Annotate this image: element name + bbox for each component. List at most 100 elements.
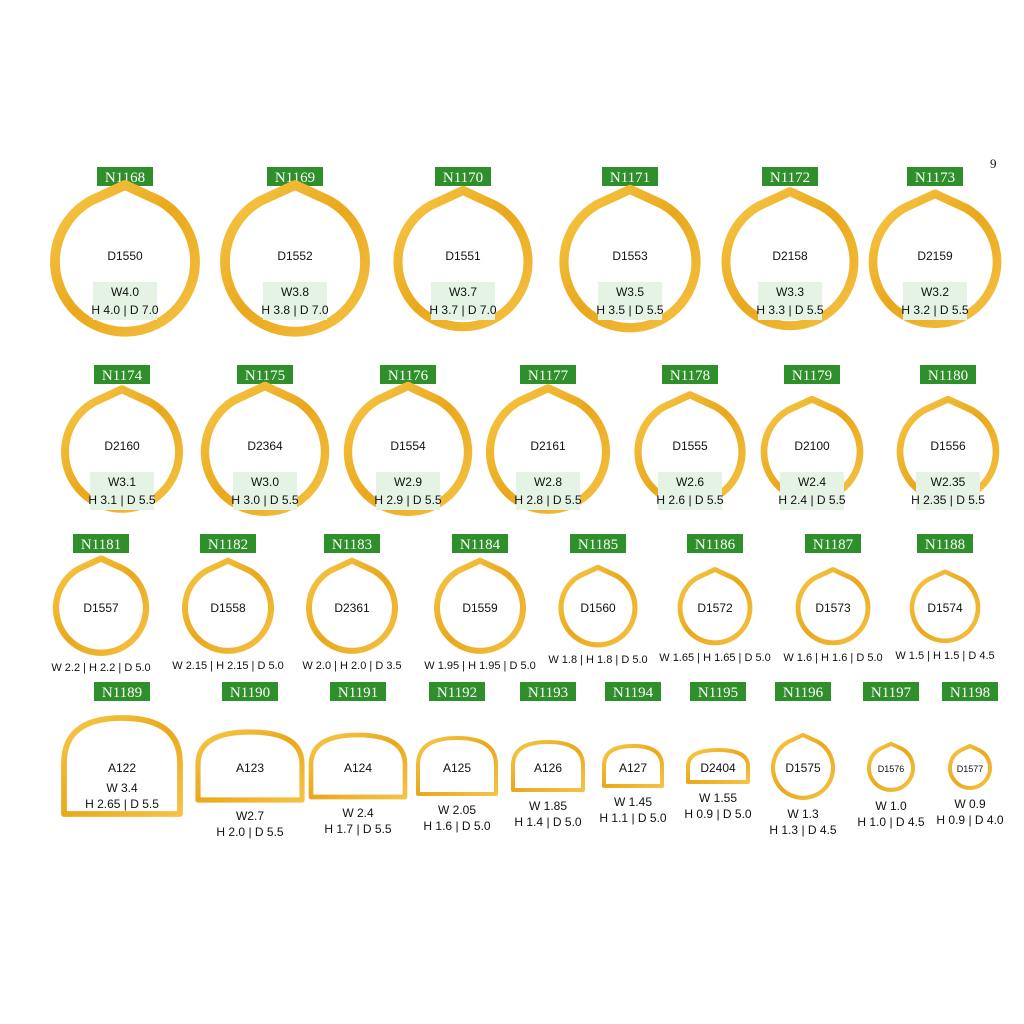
code-badge bbox=[94, 682, 150, 701]
ring bbox=[220, 180, 370, 337]
spec: W 2.0 | H 2.0 | D 3.5 bbox=[302, 660, 401, 672]
code-badge bbox=[602, 167, 658, 186]
code-badge bbox=[662, 365, 718, 384]
spec: H 3.7 | D 7.0 bbox=[429, 303, 496, 317]
item-code: N1182 bbox=[208, 537, 248, 553]
spec-box bbox=[758, 282, 822, 320]
ring bbox=[416, 736, 498, 796]
model: D1573 bbox=[815, 601, 851, 615]
item-code: N1193 bbox=[528, 685, 568, 701]
model: A127 bbox=[619, 761, 647, 775]
spec: H 1.6 | D 5.0 bbox=[423, 819, 490, 833]
code-badge bbox=[942, 682, 998, 701]
item-code: N1195 bbox=[698, 685, 738, 701]
item-code: N1192 bbox=[437, 685, 477, 701]
model: D1575 bbox=[785, 761, 821, 775]
code-badge bbox=[73, 534, 129, 553]
spec: W3.5 bbox=[616, 285, 644, 299]
model: D1553 bbox=[612, 249, 648, 263]
model: D2160 bbox=[104, 439, 140, 453]
item-code: N1185 bbox=[578, 537, 618, 553]
code-badge bbox=[237, 365, 293, 384]
code-badge bbox=[863, 682, 919, 701]
spec: W4.0 bbox=[111, 285, 139, 299]
model: D2404 bbox=[700, 761, 736, 775]
code-badge bbox=[429, 682, 485, 701]
ring bbox=[306, 557, 398, 654]
code-badge bbox=[784, 365, 840, 384]
code-badge bbox=[687, 534, 743, 553]
spec: H 2.35 | D 5.5 bbox=[911, 493, 985, 507]
model: D1554 bbox=[390, 439, 426, 453]
code-badge bbox=[520, 682, 576, 701]
model: D1550 bbox=[107, 249, 143, 263]
page-number: 9 bbox=[990, 156, 997, 171]
ring bbox=[909, 569, 981, 644]
model: D1555 bbox=[672, 439, 708, 453]
model: A125 bbox=[443, 761, 471, 775]
ring bbox=[343, 381, 473, 516]
ring bbox=[795, 567, 871, 646]
model: A122 bbox=[108, 761, 136, 775]
ring bbox=[558, 564, 638, 648]
ring bbox=[948, 744, 992, 790]
spec-box bbox=[598, 282, 662, 320]
model: D1551 bbox=[445, 249, 481, 263]
spec: H 4.0 | D 7.0 bbox=[91, 303, 158, 317]
item-code: N1188 bbox=[925, 537, 965, 553]
spec: H 2.4 | D 5.5 bbox=[778, 493, 845, 507]
spec: H 2.65 | D 5.5 bbox=[85, 797, 159, 811]
model: D1577 bbox=[957, 764, 984, 774]
spec: W 1.5 | H 1.5 | D 4.5 bbox=[895, 650, 994, 662]
item-code: N1190 bbox=[230, 685, 270, 701]
model: D2158 bbox=[772, 249, 808, 263]
spec: W 2.4 bbox=[342, 806, 374, 820]
spec: H 1.0 | D 4.5 bbox=[857, 815, 924, 829]
model: A126 bbox=[534, 761, 562, 775]
spec-box bbox=[90, 472, 154, 510]
item-code: N1178 bbox=[670, 368, 710, 384]
spec: W3.7 bbox=[449, 285, 477, 299]
item-code: N1172 bbox=[770, 170, 810, 186]
spec: W2.7 bbox=[236, 809, 264, 823]
spec: H 2.6 | D 5.5 bbox=[656, 493, 723, 507]
spec: W 1.0 bbox=[875, 799, 907, 813]
item-code: N1189 bbox=[102, 685, 142, 701]
spec: H 2.9 | D 5.5 bbox=[374, 493, 441, 507]
model: A123 bbox=[236, 761, 264, 775]
spec: W3.3 bbox=[776, 285, 804, 299]
ring bbox=[511, 740, 585, 792]
item-code: N1176 bbox=[388, 368, 429, 384]
spec: H 3.1 | D 5.5 bbox=[88, 493, 155, 507]
spec: W2.6 bbox=[676, 475, 704, 489]
spec: W3.1 bbox=[108, 475, 136, 489]
item-code: N1177 bbox=[528, 368, 569, 384]
code-badge bbox=[94, 365, 150, 384]
spec: H 3.8 | D 7.0 bbox=[261, 303, 328, 317]
item-code: N1181 bbox=[81, 537, 121, 553]
item-code: N1173 bbox=[915, 170, 955, 186]
spec: W3.0 bbox=[251, 475, 279, 489]
spec: W 1.65 | H 1.65 | D 5.0 bbox=[659, 652, 771, 664]
code-badge bbox=[917, 534, 973, 553]
spec-box bbox=[658, 472, 722, 510]
spec: H 3.3 | D 5.5 bbox=[756, 303, 823, 317]
item-code: N1171 bbox=[610, 170, 650, 186]
ring bbox=[770, 732, 836, 800]
spec: H 3.2 | D 5.5 bbox=[901, 303, 968, 317]
model: D1576 bbox=[878, 764, 905, 774]
item-code: N1187 bbox=[813, 537, 854, 553]
ring bbox=[182, 557, 274, 654]
spec: H 3.5 | D 5.5 bbox=[596, 303, 663, 317]
spec-box bbox=[93, 282, 157, 320]
spec: W 1.6 | H 1.6 | D 5.0 bbox=[783, 652, 882, 664]
model: D1556 bbox=[930, 439, 966, 453]
spec-box bbox=[263, 282, 327, 320]
code-badge bbox=[920, 365, 976, 384]
item-code: N1197 bbox=[871, 685, 912, 701]
ring bbox=[61, 715, 183, 817]
item-code: N1179 bbox=[792, 368, 832, 384]
spec: W 2.05 bbox=[438, 803, 476, 817]
spec: W2.9 bbox=[394, 475, 422, 489]
